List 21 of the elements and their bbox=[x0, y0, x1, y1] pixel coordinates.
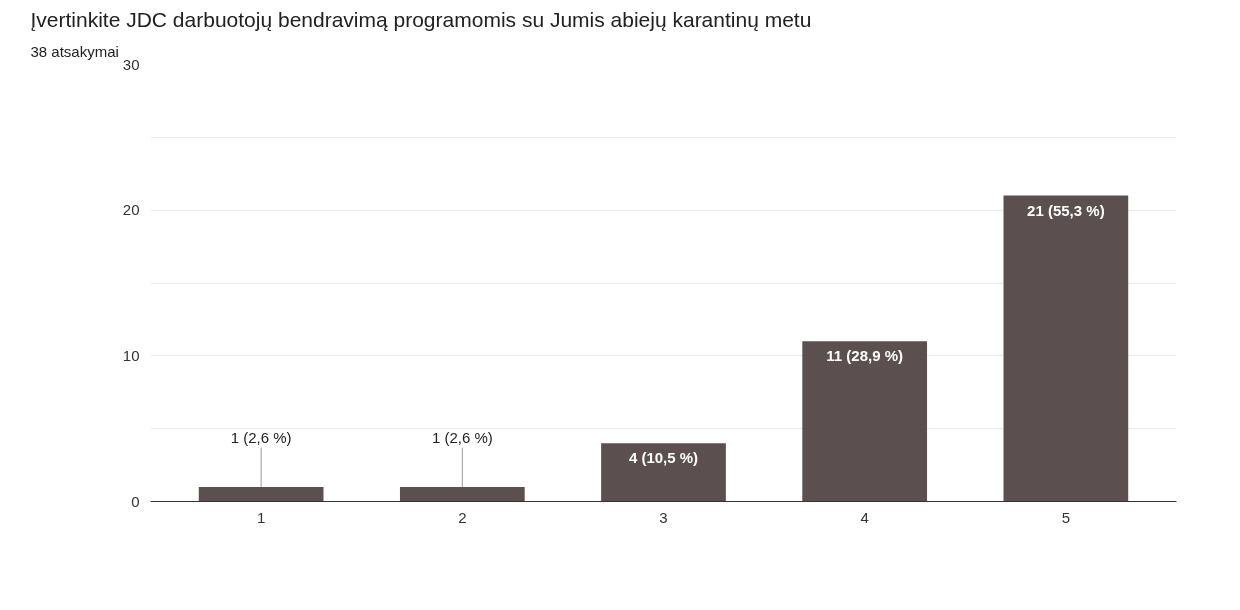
x-tick-label: 5 bbox=[1061, 508, 1071, 526]
bar bbox=[1003, 195, 1129, 502]
y-tick-label: 20 bbox=[122, 201, 140, 219]
chart-subtitle: 38 atsakymai bbox=[30, 42, 119, 60]
x-tick-label: 2 bbox=[458, 508, 467, 526]
data-label: 1 (2,6 %) bbox=[431, 428, 493, 446]
x-tick-label: 1 bbox=[256, 508, 266, 526]
bar bbox=[601, 443, 726, 502]
x-tick-label: 3 bbox=[659, 508, 668, 526]
y-tick-label: 30 bbox=[122, 55, 140, 73]
bar bbox=[198, 486, 324, 502]
y-tick-label: 10 bbox=[122, 346, 140, 364]
data-label: 1 (2,6 %) bbox=[230, 428, 292, 446]
data-label: 21 (55,3 %) bbox=[1027, 201, 1105, 219]
y-tick-label: 0 bbox=[131, 492, 140, 510]
bar bbox=[802, 341, 928, 502]
x-tick-label: 4 bbox=[860, 508, 869, 526]
bar bbox=[399, 486, 525, 502]
data-label: 11 (28,9 %) bbox=[826, 347, 904, 365]
chart-title: Įvertinkite JDC darbuotojų bendravimą programomis su Jumis abiejų karantinų metu bbox=[30, 7, 812, 31]
data-label: 4 (10,5 %) bbox=[628, 449, 699, 467]
